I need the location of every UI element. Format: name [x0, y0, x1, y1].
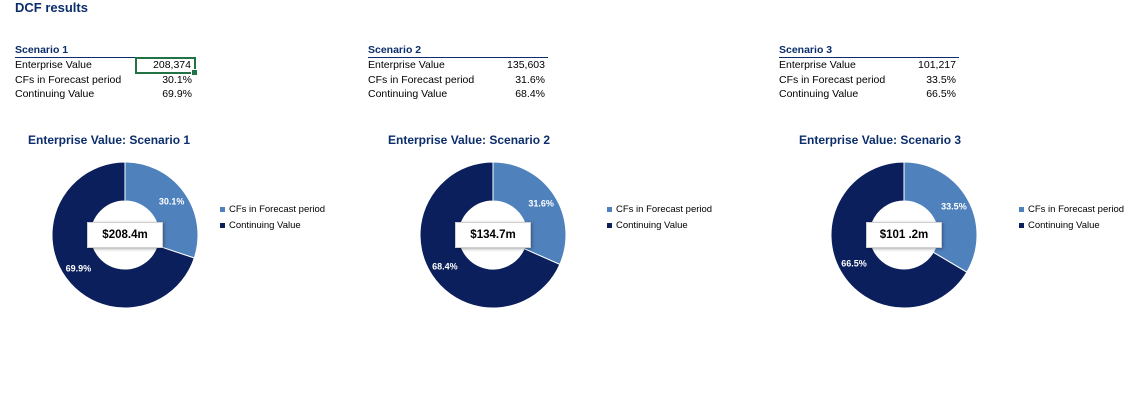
- legend-label: Continuing Value: [1028, 220, 1100, 231]
- legend-label: CFs in Forecast period: [616, 204, 713, 215]
- table-row[interactable]: Continuing Value 66.5%: [779, 87, 959, 102]
- legend-swatch-forecast: [1019, 207, 1024, 212]
- row-label: Enterprise Value: [368, 59, 445, 71]
- legend-label: Continuing Value: [616, 220, 688, 231]
- row-label: CFs in Forecast period: [368, 73, 475, 86]
- chart-legend: CFs in Forecast period Continuing Value: [607, 204, 717, 236]
- row-value: 208,374: [153, 59, 191, 71]
- row-label: CFs in Forecast period: [779, 73, 886, 86]
- data-label: 66.5%: [841, 258, 867, 268]
- scenario-table-3: Scenario 3 Enterprise Value 101,217 CFs …: [779, 44, 959, 102]
- donut-chart-1[interactable]: 30.1% 69.9%: [50, 160, 200, 310]
- row-value: 101,217: [918, 59, 956, 71]
- donut-slice-continuing[interactable]: [830, 161, 968, 309]
- chart-title: Enterprise Value: Scenario 1: [28, 133, 191, 147]
- legend-item: CFs in Forecast period: [220, 204, 330, 215]
- center-value-label: $208.4m: [87, 222, 163, 248]
- legend-label: CFs in Forecast period: [1028, 204, 1125, 215]
- row-value: 31.6%: [515, 73, 545, 86]
- table-row[interactable]: Continuing Value 69.9%: [15, 87, 195, 102]
- center-value-label: $101 .2m: [866, 222, 942, 248]
- table-row[interactable]: Enterprise Value 208,374: [15, 57, 198, 76]
- table-row[interactable]: Enterprise Value 101,217: [779, 58, 959, 73]
- legend-swatch-continuing: [220, 223, 225, 228]
- row-value: 66.5%: [926, 88, 956, 100]
- legend-item: Continuing Value: [1019, 220, 1129, 231]
- row-value: 30.1%: [162, 73, 192, 86]
- legend-label: Continuing Value: [229, 220, 301, 231]
- scenario-heading: Scenario 1: [15, 44, 195, 58]
- scenario-heading: Scenario 2: [368, 44, 548, 58]
- row-label: CFs in Forecast period: [15, 73, 122, 86]
- center-value-label: $134.7m: [455, 222, 531, 248]
- table-row[interactable]: CFs in Forecast period 30.1%: [15, 73, 195, 88]
- chart-legend: CFs in Forecast period Continuing Value: [220, 204, 330, 236]
- legend-item: CFs in Forecast period: [1019, 204, 1129, 215]
- row-label: Continuing Value: [779, 88, 859, 100]
- chart-legend: CFs in Forecast period Continuing Value: [1019, 204, 1129, 236]
- data-label: 33.5%: [941, 202, 967, 212]
- donut-slice-forecast[interactable]: [492, 161, 567, 266]
- table-row[interactable]: Continuing Value 68.4%: [368, 87, 548, 102]
- scenario-table-1: Scenario 1 Enterprise Value 208,374 CFs …: [15, 44, 198, 102]
- legend-swatch-forecast: [607, 207, 612, 212]
- legend-item: CFs in Forecast period: [607, 204, 717, 215]
- donut-slice-continuing[interactable]: [419, 161, 561, 309]
- data-label: 31.6%: [528, 199, 554, 209]
- donut-chart-3[interactable]: 33.5% 66.5%: [829, 160, 979, 310]
- legend-item: Continuing Value: [607, 220, 717, 231]
- row-label: Enterprise Value: [779, 59, 856, 71]
- row-value: 68.4%: [515, 88, 545, 100]
- page-title: DCF results: [15, 0, 88, 15]
- donut-svg: 30.1% 69.9%: [51, 161, 199, 309]
- legend-swatch-forecast: [220, 207, 225, 212]
- row-label: Continuing Value: [368, 88, 448, 100]
- donut-chart-2[interactable]: 31.6% 68.4%: [418, 160, 568, 310]
- donut-slice-forecast[interactable]: [903, 161, 978, 273]
- chart-title: Enterprise Value: Scenario 2: [388, 133, 551, 147]
- scenario-table-2: Scenario 2 Enterprise Value 135,603 CFs …: [368, 44, 548, 102]
- legend-label: CFs in Forecast period: [229, 204, 326, 215]
- table-row[interactable]: CFs in Forecast period 33.5%: [779, 73, 959, 88]
- donut-svg: 33.5% 66.5%: [830, 161, 978, 309]
- donut-svg: 31.6% 68.4%: [419, 161, 567, 309]
- chart-title: Enterprise Value: Scenario 3: [799, 133, 962, 147]
- legend-swatch-continuing: [607, 223, 612, 228]
- table-row[interactable]: Enterprise Value 135,603: [368, 58, 548, 73]
- row-label: Enterprise Value: [15, 59, 92, 71]
- selected-cell[interactable]: 208,374: [135, 57, 198, 76]
- legend-swatch-continuing: [1019, 223, 1024, 228]
- fill-handle[interactable]: [191, 69, 198, 76]
- legend-item: Continuing Value: [220, 220, 330, 231]
- data-label: 30.1%: [159, 196, 185, 206]
- donut-slice-forecast[interactable]: [124, 161, 199, 259]
- table-row[interactable]: CFs in Forecast period 31.6%: [368, 73, 548, 88]
- donut-slice-continuing[interactable]: [51, 161, 195, 309]
- row-value: 69.9%: [162, 88, 192, 100]
- data-label: 69.9%: [66, 264, 92, 274]
- row-label: Continuing Value: [15, 88, 95, 100]
- row-value: 33.5%: [926, 73, 956, 86]
- row-value: 135,603: [507, 59, 545, 71]
- scenario-heading: Scenario 3: [779, 44, 959, 58]
- data-label: 68.4%: [432, 261, 458, 271]
